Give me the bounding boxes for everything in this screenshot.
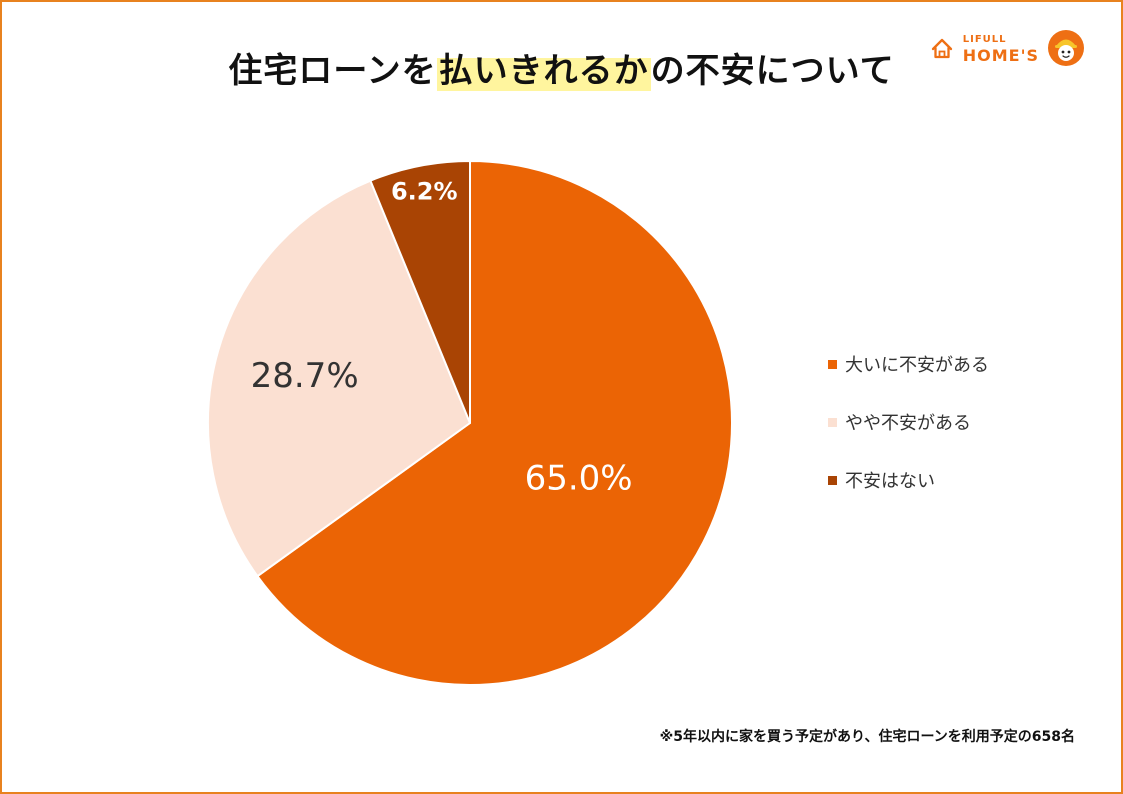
legend-label: 不安はない [845,471,935,492]
legend: 大いに不安がある やや不安がある 不安はない [828,352,1048,526]
title-text: 住宅ローンを払いきれるかの不安について [228,51,894,92]
legend-swatch [828,475,837,485]
pie-data-label-1: 65.0% [525,459,633,499]
brand-bottom-text: HOME'S [962,45,1039,65]
pie-slice-1 [256,160,733,686]
legend-swatch [828,359,837,369]
pie-slice-2 [207,179,471,578]
brand-logo: LIFULL HOME'S [929,26,1085,70]
title-prefix: 住宅ローンを [228,51,437,91]
title-highlight: 払いきれるか [436,51,651,91]
legend-item: やや不安がある [828,410,1048,434]
brand-top-text: LIFULL [962,33,1007,45]
legend-swatch [828,417,837,427]
legend-item: 不安はない [828,468,1048,492]
title-suffix: の不安について [650,51,895,91]
pie-data-label-2: 28.7% [251,356,359,396]
pie-data-label-3: 6.2% [391,177,458,205]
footnote: ※5年以内に家を買う予定があり、住宅ローンを利用予定の658名 [659,729,1075,745]
pie-labels: 65.0% 28.7% 6.2% [251,177,633,498]
chart-title: 住宅ローンを払いきれるかの不安について [2,51,1121,92]
pie-slices [207,160,733,686]
legend-label: 大いに不安がある [845,355,989,376]
house-icon [931,38,952,59]
legend-label: やや不安がある [845,413,971,434]
mascot-icon [1048,30,1084,66]
brand-wordmark: LIFULL HOME'S [962,33,1039,65]
legend-item: 大いに不安がある [828,352,1048,376]
pie-slice-3 [369,160,471,424]
